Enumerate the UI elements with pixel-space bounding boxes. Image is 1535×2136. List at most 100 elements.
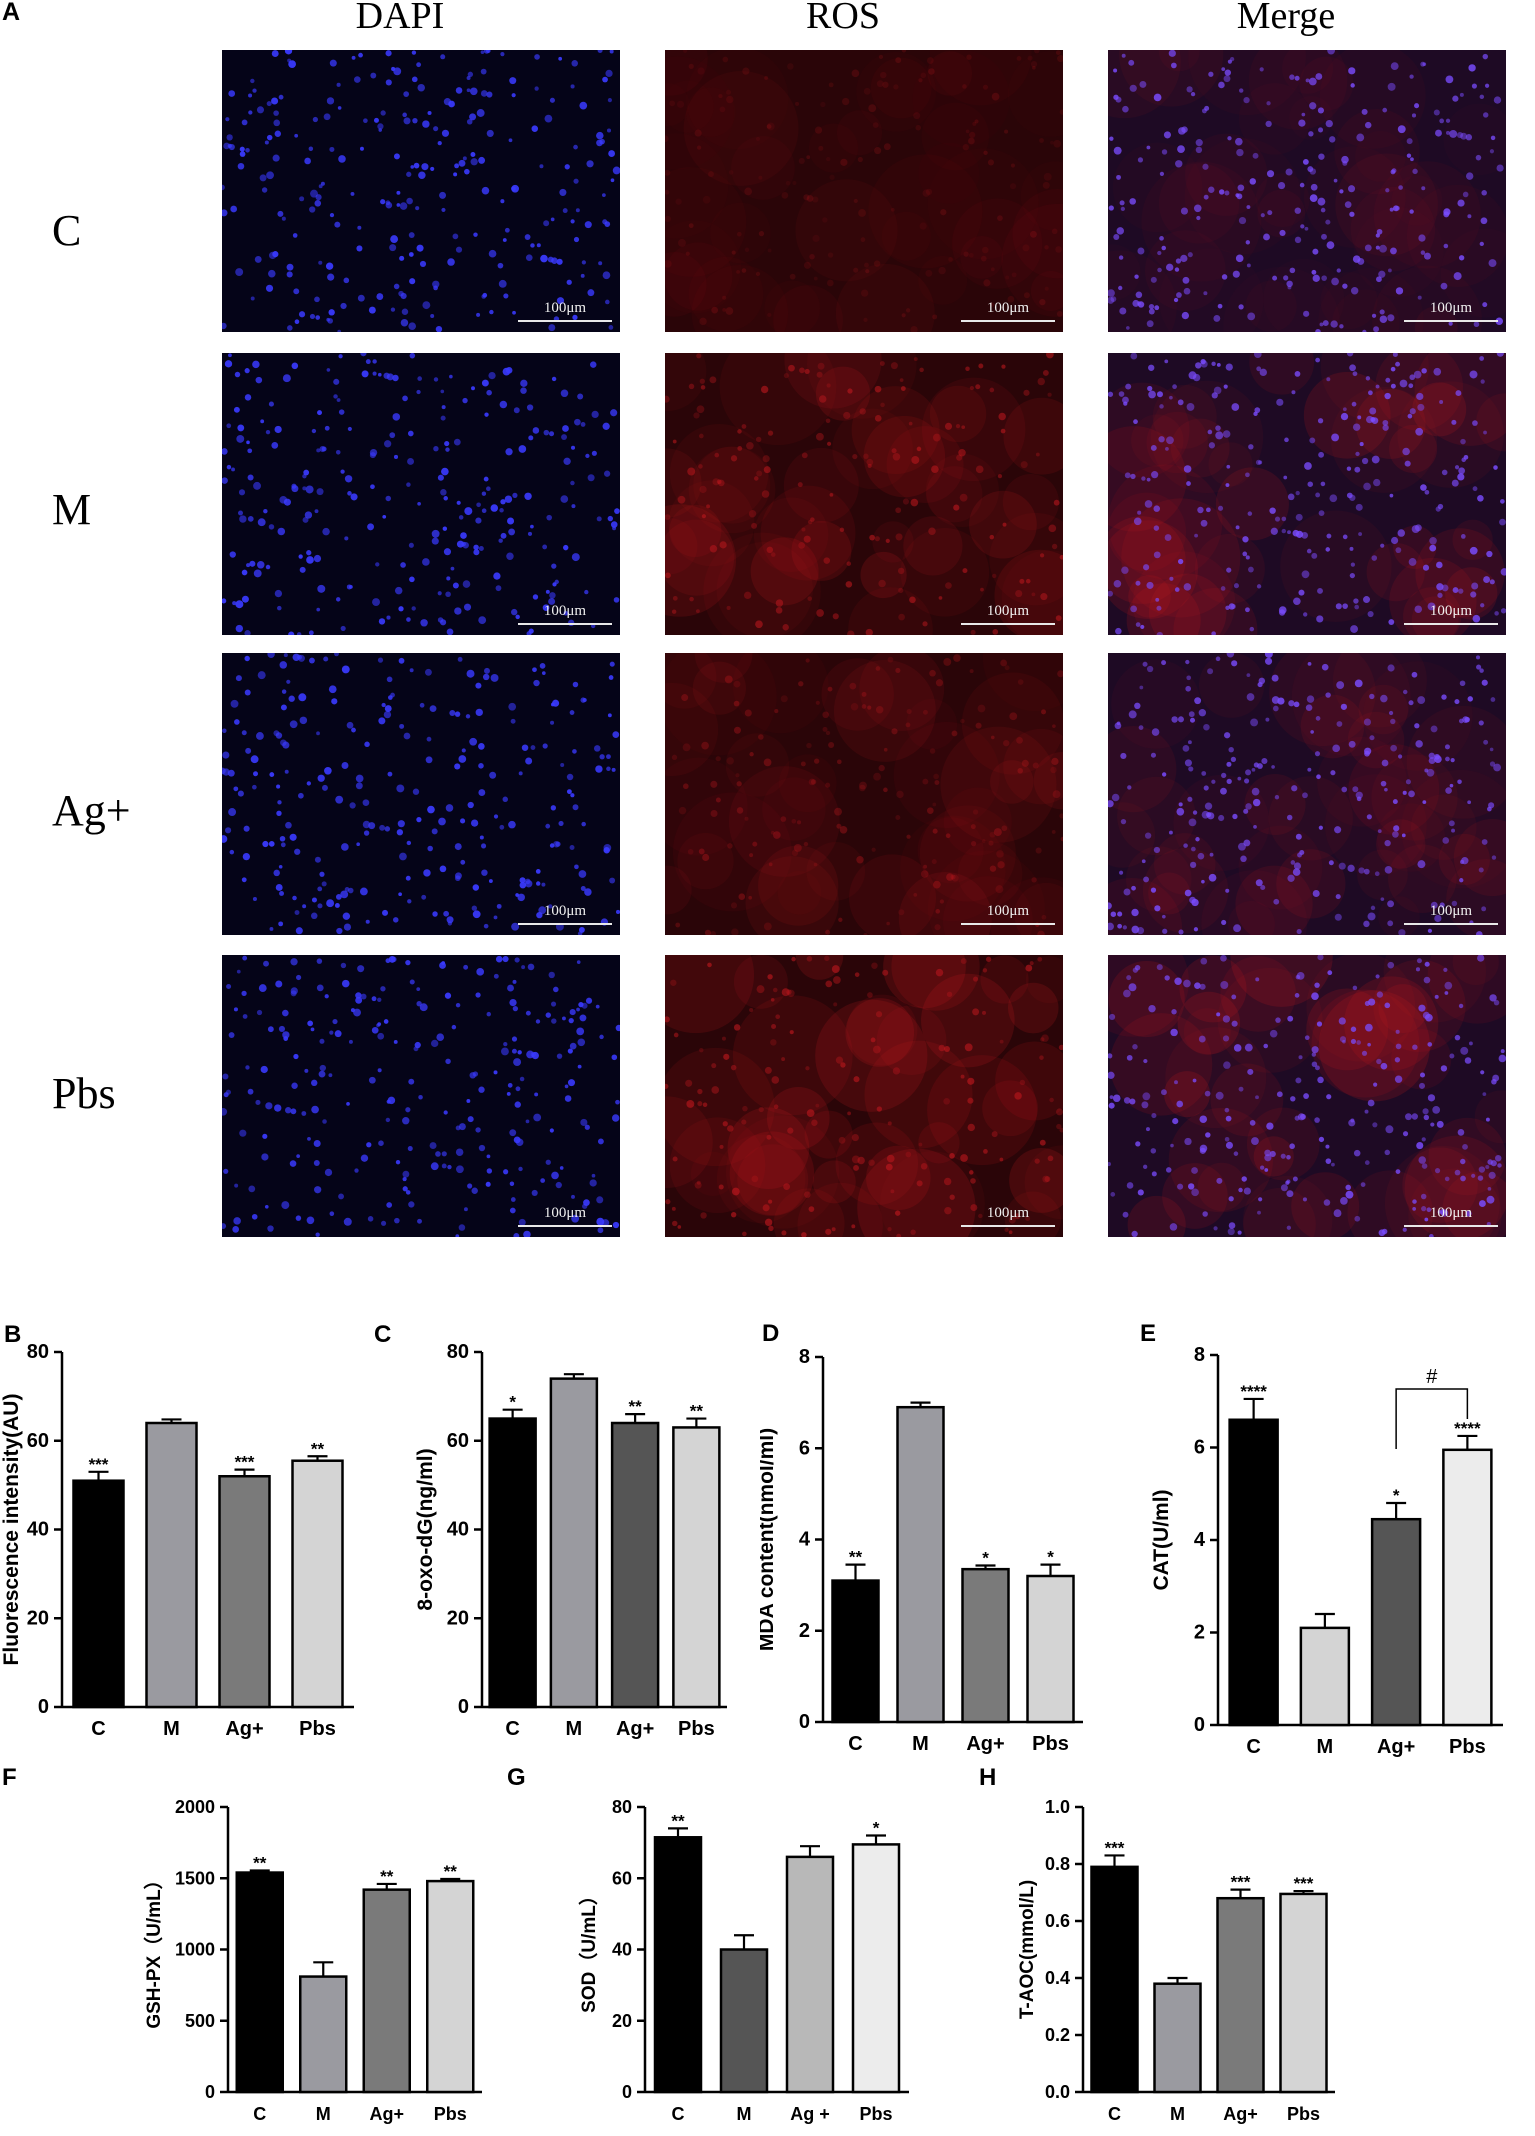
bar (1090, 1865, 1139, 2094)
x-tick-label: Ag+ (1377, 1736, 1415, 1758)
y-tick-label: 60 (447, 1430, 469, 1452)
col-head-ros: ROS (806, 0, 880, 37)
scale-bar (1404, 1225, 1498, 1227)
y-tick-label: 0 (1194, 1714, 1205, 1736)
bar (896, 1405, 945, 1724)
micrograph-dapi-m: 100μm (222, 353, 620, 635)
y-tick-label: 8 (799, 1346, 810, 1368)
row-label-m: M (52, 485, 92, 534)
y-axis-label: MDA content(nmol/ml) (760, 1428, 778, 1651)
bar (1228, 1418, 1279, 1727)
significance-label: **** (1454, 1419, 1481, 1438)
micrograph-merge-m: 100μm (1108, 353, 1506, 635)
x-tick-label: M (912, 1733, 929, 1755)
y-tick-label: 80 (447, 1341, 469, 1363)
y-tick-label: 500 (185, 2011, 215, 2031)
bar (610, 1421, 660, 1709)
scale-bar (961, 320, 1055, 322)
y-tick-label: 1000 (175, 1940, 215, 1960)
y-tick-label: 0 (205, 2082, 215, 2102)
bar (1370, 1517, 1422, 1727)
y-tick-label: 40 (27, 1519, 49, 1541)
y-axis-label: CAT(U/ml) (1150, 1489, 1173, 1590)
significance-label: * (1393, 1486, 1400, 1505)
significance-label: ** (671, 1811, 685, 1830)
x-tick-label: C (505, 1718, 519, 1740)
chart-g: G 0 20 40 60 80 SOD（U/mL） ** C M Ag + * Pbs (505, 1755, 975, 2131)
y-tick-label: 6 (1194, 1437, 1205, 1459)
micrograph-dapi-c: 100μm (222, 50, 620, 332)
scale-bar-label: 100μm (986, 1205, 1030, 1221)
chart-f: F 0 500 1000 1500 2000 GSH-PX（U/mL） ** C M ** Ag+ **… (0, 1755, 500, 2131)
col-head-dapi: DAPI (355, 0, 445, 37)
x-tick-label: Pbs (434, 2104, 467, 2124)
x-tick-label: M (1317, 1736, 1334, 1758)
x-tick-label: M (737, 2104, 752, 2124)
bar (831, 1579, 880, 1724)
y-tick-label: 60 (612, 1868, 632, 1888)
y-tick-label: 0.0 (1045, 2082, 1070, 2102)
y-tick-label: 1500 (175, 1868, 215, 1888)
y-tick-label: 0 (458, 1696, 469, 1718)
y-tick-label: 0 (38, 1696, 49, 1718)
significance-label: ** (380, 1867, 394, 1886)
panel-letter: E (1140, 1320, 1156, 1347)
panel-letter: H (979, 1764, 996, 1791)
x-tick-label: C (253, 2104, 266, 2124)
significance-label: ** (444, 1862, 458, 1881)
significance-label: * (873, 1819, 880, 1838)
scale-bar (1404, 923, 1498, 925)
y-axis-label: T-AOC(mmol/L) (1017, 1880, 1038, 2019)
chart-b-svg: B 0 20 40 60 80 Fluorescence intensity(AU) *** C… (0, 1321, 354, 1740)
micrograph-dapi-agplus: 100μm (222, 653, 620, 935)
chart-c: C 0 20 40 60 80 8-oxo-dG(ng/ml) * C M ** Ag+ ** Pbs (372, 1300, 742, 1760)
significance-label: ** (849, 1548, 863, 1567)
x-tick-label: Pbs (678, 1718, 715, 1740)
chart-e: E 0 2 4 6 8 CAT(U/ml) **** C M * Ag+ **** Pbs # (1138, 1305, 1535, 1765)
significance-label: * (982, 1549, 989, 1568)
x-tick-label: Ag + (790, 2104, 830, 2124)
bar (785, 1855, 835, 2094)
scale-bar-label: 100μm (543, 300, 587, 316)
x-tick-label: Ag+ (616, 1718, 654, 1740)
panel-letter: D (762, 1320, 779, 1347)
y-tick-label: 20 (612, 2011, 632, 2031)
scale-bar-label: 100μm (1429, 603, 1473, 619)
x-tick-label: C (672, 2104, 685, 2124)
bar (1299, 1626, 1351, 1727)
scale-bar (961, 1225, 1055, 1227)
y-tick-label: 0.6 (1045, 1911, 1070, 1931)
bar (719, 1948, 769, 2094)
chart-b: B 0 20 40 60 80 Fluorescence intensity(AU) *** C… (0, 1300, 370, 1760)
significance-label: ** (253, 1853, 267, 1872)
row-label-pbs: Pbs (52, 1069, 116, 1118)
significance-label: *** (235, 1453, 255, 1472)
bracket-label: # (1426, 1366, 1438, 1388)
significance-label: ** (311, 1439, 325, 1458)
y-tick-label: 0.2 (1045, 2025, 1070, 2045)
scale-bar-label: 100μm (986, 300, 1030, 316)
micrograph-merge-agplus: 100μm (1108, 653, 1506, 935)
significance-label: *** (1105, 1838, 1125, 1857)
x-tick-label: M (566, 1718, 583, 1740)
scale-bar (1404, 320, 1498, 322)
micrograph-ros-agplus: 100μm (665, 653, 1063, 935)
significance-label: ** (690, 1402, 704, 1421)
scale-bar (961, 923, 1055, 925)
scale-bar (1404, 623, 1498, 625)
bar (1153, 1982, 1202, 2094)
bar (291, 1459, 344, 1709)
micrograph-merge-c: 100μm (1108, 50, 1506, 332)
scale-bar-label: 100μm (543, 603, 587, 619)
chart-c-svg: C 0 20 40 60 80 8-oxo-dG(ng/ml) * C M ** Ag+ ** Pbs (374, 1321, 727, 1740)
col-head-merge: Merge (1236, 0, 1336, 37)
chart-h: H 0.0 0.2 0.4 0.6 0.8 1.0 T-AOC(mmol/L) *** C M ***… (975, 1755, 1375, 2131)
significance-label: * (509, 1393, 516, 1412)
scale-bar-label: 100μm (986, 603, 1030, 619)
bar (672, 1426, 721, 1709)
bar (299, 1975, 348, 2094)
y-tick-label: 2 (1194, 1622, 1205, 1644)
bar (549, 1377, 599, 1709)
x-tick-label: C (848, 1733, 862, 1755)
x-tick-label: Pbs (299, 1718, 336, 1740)
